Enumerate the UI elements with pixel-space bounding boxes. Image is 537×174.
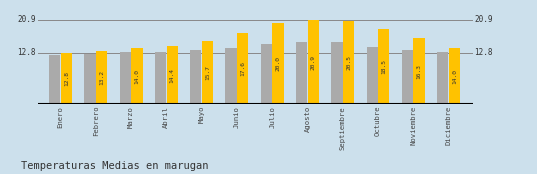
Text: 20.9: 20.9 <box>311 54 316 70</box>
Bar <box>378 29 389 104</box>
Bar <box>367 47 378 104</box>
Bar <box>413 38 425 104</box>
Bar <box>272 23 284 104</box>
Bar <box>61 53 72 104</box>
Text: 16.3: 16.3 <box>417 64 422 79</box>
Text: 14.0: 14.0 <box>134 69 140 84</box>
Bar <box>343 21 354 104</box>
Bar <box>190 50 201 104</box>
Bar <box>131 48 142 104</box>
Bar <box>308 20 319 104</box>
Bar <box>237 33 249 104</box>
Bar <box>120 52 131 104</box>
Bar <box>437 52 448 104</box>
Text: 13.2: 13.2 <box>99 70 104 85</box>
Bar <box>96 51 107 104</box>
Text: 14.4: 14.4 <box>170 68 175 83</box>
Text: 17.6: 17.6 <box>240 61 245 76</box>
Bar <box>84 54 96 104</box>
Text: 12.8: 12.8 <box>64 71 69 86</box>
Bar <box>202 41 213 104</box>
Text: 18.5: 18.5 <box>381 59 386 74</box>
Bar <box>49 55 60 104</box>
Text: 14.0: 14.0 <box>452 69 457 84</box>
Text: 20.9: 20.9 <box>474 15 493 24</box>
Bar <box>261 44 272 104</box>
Bar <box>331 42 343 104</box>
Text: Temperaturas Medias en marugan: Temperaturas Medias en marugan <box>21 161 209 171</box>
Bar <box>166 46 178 104</box>
Bar <box>296 42 307 104</box>
Text: 12.8: 12.8 <box>17 48 36 57</box>
Bar <box>449 48 460 104</box>
Bar <box>226 48 237 104</box>
Text: 15.7: 15.7 <box>205 65 210 80</box>
Bar <box>155 52 166 104</box>
Text: 20.5: 20.5 <box>346 55 351 70</box>
Text: 20.9: 20.9 <box>17 15 36 24</box>
Bar <box>402 50 413 104</box>
Text: 20.0: 20.0 <box>275 56 280 71</box>
Text: 12.8: 12.8 <box>474 48 493 57</box>
